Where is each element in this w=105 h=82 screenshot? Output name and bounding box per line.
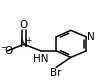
Text: HN: HN [33, 54, 48, 64]
Text: −: − [1, 43, 7, 52]
Text: O: O [20, 20, 28, 30]
Text: Br: Br [50, 68, 62, 78]
Text: +: + [25, 36, 31, 45]
Text: N: N [20, 39, 28, 49]
Text: O: O [4, 46, 12, 56]
Text: N: N [87, 32, 95, 42]
